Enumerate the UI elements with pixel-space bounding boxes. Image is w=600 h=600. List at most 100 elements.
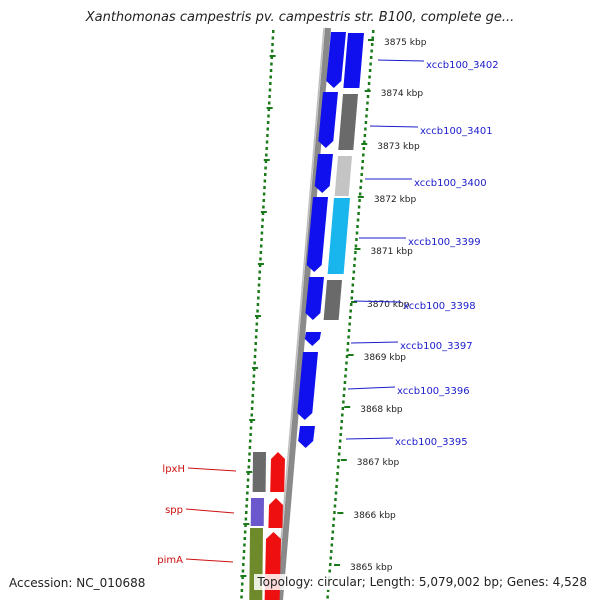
outer-tick-dot xyxy=(337,452,341,456)
outer-tick-dot xyxy=(364,121,368,124)
cds-blue[interactable] xyxy=(304,332,321,346)
kbp-major-tick xyxy=(347,354,354,356)
inner-tick-dot xyxy=(242,556,245,560)
feature-label-lpxH[interactable]: lpxH xyxy=(162,464,185,475)
inner-major-tick xyxy=(260,211,267,213)
outer-tick-dot xyxy=(333,504,337,508)
outer-tick-dot xyxy=(346,342,350,345)
cds-cyan[interactable] xyxy=(327,198,350,274)
outer-tick-dot xyxy=(335,485,338,488)
outer-tick-dot xyxy=(335,478,339,482)
inner-tick-dot xyxy=(261,212,265,215)
kbp-major-tick xyxy=(354,248,361,250)
cds-grey[interactable] xyxy=(323,280,342,320)
inner-tick-dot xyxy=(264,160,268,163)
feature-label-xccb100_3397[interactable]: xccb100_3397 xyxy=(400,341,473,352)
feature-leader-line xyxy=(345,437,394,440)
inner-tick-dot xyxy=(255,322,259,326)
outer-tick-dot xyxy=(342,394,346,397)
outer-tick-dot xyxy=(365,114,368,118)
kbp-major-tick xyxy=(334,564,340,566)
cds-red[interactable] xyxy=(268,498,283,528)
inner-tick-dot xyxy=(270,56,274,59)
inner-major-tick xyxy=(257,263,264,265)
feature-label-xccb100_3398[interactable]: xccb100_3398 xyxy=(403,301,476,312)
inner-tick-dot xyxy=(264,166,267,170)
cds-grey[interactable] xyxy=(252,452,266,492)
inner-tick-dot xyxy=(243,530,247,534)
outer-tick-dot xyxy=(352,270,356,274)
outer-tick-dot xyxy=(332,524,335,527)
cds-blue[interactable] xyxy=(298,426,315,448)
inner-tick-dot xyxy=(241,569,245,573)
feature-label-spp[interactable]: spp xyxy=(165,505,183,516)
inner-tick-dot xyxy=(257,296,260,300)
outer-tick-dot xyxy=(368,69,372,72)
inner-major-tick xyxy=(240,575,247,577)
cds-lightgrey[interactable] xyxy=(334,156,352,196)
feature-label-xccb100_3401[interactable]: xccb100_3401 xyxy=(420,126,493,137)
cds-grey[interactable] xyxy=(338,94,358,150)
inner-tick-dot xyxy=(258,277,261,280)
feature-label-xccb100_3400[interactable]: xccb100_3400 xyxy=(414,178,487,189)
inner-tick-dot xyxy=(262,192,266,196)
cds-blue[interactable] xyxy=(326,32,346,88)
accession-text: Accession: NC_010688 xyxy=(9,576,146,590)
outer-tick-dot xyxy=(351,283,355,287)
inner-tick-dot xyxy=(255,316,259,319)
inner-tick-dot xyxy=(263,173,267,176)
outer-tick-dot xyxy=(367,82,371,85)
inner-major-tick xyxy=(243,523,250,525)
inner-tick-dot xyxy=(272,30,275,33)
inner-major-tick xyxy=(263,159,270,161)
feature-leader-line xyxy=(377,59,425,62)
inner-tick-dot xyxy=(266,127,270,131)
feature-label-xccb100_3396[interactable]: xccb100_3396 xyxy=(397,386,470,397)
outer-tick-dot xyxy=(331,530,335,534)
inner-tick-dot xyxy=(253,361,256,365)
outer-tick-dot xyxy=(360,166,364,170)
outer-tick-dot xyxy=(351,290,354,293)
kbp-tick-label: 3872 kbp xyxy=(374,195,417,205)
inner-tick-dot xyxy=(250,420,253,423)
inner-tick-dot xyxy=(261,225,264,228)
feature-label-pimA[interactable]: pimA xyxy=(157,555,183,566)
cds-blue[interactable] xyxy=(314,154,333,193)
inner-tick-dot xyxy=(252,374,256,378)
cds-red[interactable] xyxy=(270,452,285,492)
outer-tick-dot xyxy=(329,556,333,560)
inner-tick-dot xyxy=(268,95,271,98)
inner-tick-dot xyxy=(269,82,272,85)
map-title: Xanthomonas campestris pv. campestris st… xyxy=(85,10,515,25)
cds-blue[interactable] xyxy=(305,277,324,320)
outer-tick-dot xyxy=(339,433,342,436)
kbp-tick-label: 3870 kbp xyxy=(367,300,410,310)
cds-blue[interactable] xyxy=(297,352,318,420)
inner-tick-dot xyxy=(247,472,250,475)
feature-leader-line xyxy=(350,341,399,344)
inner-tick-dot xyxy=(267,101,271,105)
inner-tick-dot xyxy=(266,134,269,137)
feature-label-xccb100_3399[interactable]: xccb100_3399 xyxy=(408,237,481,248)
feature-label-xccb100_3402[interactable]: xccb100_3402 xyxy=(426,60,499,71)
outer-tick-dot xyxy=(355,231,359,235)
outer-tick-dot xyxy=(328,569,331,573)
outer-tick-dot xyxy=(334,498,337,501)
outer-tick-dot xyxy=(341,407,345,410)
outer-tick-dot xyxy=(352,277,355,280)
kbp-major-tick xyxy=(340,459,347,461)
cds-purple[interactable] xyxy=(250,498,264,526)
cds-blue[interactable] xyxy=(306,197,328,272)
outer-tick-dot xyxy=(370,49,373,53)
cds-blue[interactable] xyxy=(343,33,364,88)
cds-blue[interactable] xyxy=(318,92,338,148)
inner-tick-dot xyxy=(251,394,255,397)
kbp-tick-label: 3874 kbp xyxy=(381,89,424,99)
inner-tick-dot xyxy=(257,283,261,287)
outer-tick-dot xyxy=(344,374,347,378)
inner-tick-dot xyxy=(245,504,248,508)
feature-label-xccb100_3395[interactable]: xccb100_3395 xyxy=(395,437,468,448)
inner-tick-dot xyxy=(269,69,273,72)
